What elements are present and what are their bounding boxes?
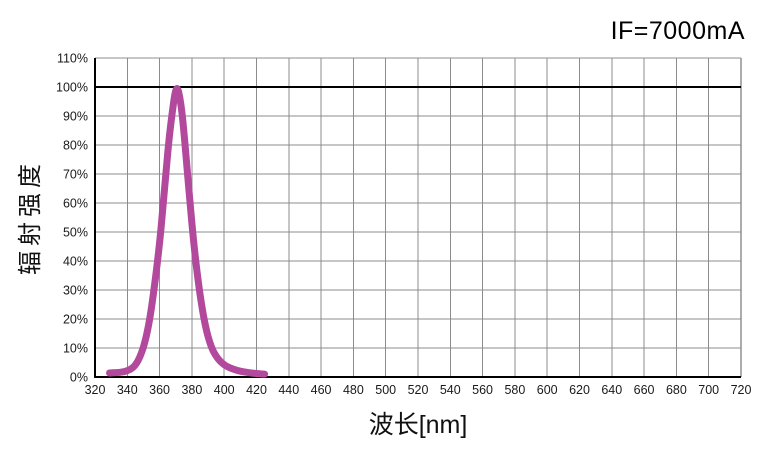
x-tick-label: 680 xyxy=(666,383,687,397)
y-tick-label: 60% xyxy=(63,197,88,211)
x-tick-label: 640 xyxy=(601,383,622,397)
y-tick-label: 0% xyxy=(70,371,88,385)
test-condition-annotation: IF=7000mA xyxy=(610,17,745,45)
x-tick-label: 620 xyxy=(569,383,590,397)
y-tick-label: 100% xyxy=(56,81,88,95)
y-tick-label: 50% xyxy=(63,226,88,240)
x-tick-label: 520 xyxy=(408,383,429,397)
y-tick-label: 110% xyxy=(57,52,88,66)
x-tick-label: 580 xyxy=(504,383,525,397)
y-tick-label: 10% xyxy=(63,342,88,356)
spectrum-curve xyxy=(106,84,269,378)
x-tick-label: 480 xyxy=(343,383,364,397)
y-tick-label: 20% xyxy=(63,313,88,327)
x-tick-label: 540 xyxy=(440,383,461,397)
x-tick-label: 380 xyxy=(181,383,202,397)
x-tick-label: 700 xyxy=(698,383,719,397)
x-tick-label: 340 xyxy=(117,383,138,397)
x-tick-label: 500 xyxy=(375,383,396,397)
y-axis-title: 辐射强度 xyxy=(17,159,44,275)
x-tick-label: 720 xyxy=(731,383,752,397)
x-tick-label: 320 xyxy=(85,383,106,397)
x-tick-label: 600 xyxy=(537,383,558,397)
x-tick-label: 440 xyxy=(278,383,299,397)
x-tick-label: 460 xyxy=(311,383,332,397)
x-tick-label: 660 xyxy=(634,383,655,397)
y-tick-label: 30% xyxy=(63,284,88,298)
x-tick-label: 400 xyxy=(214,383,235,397)
y-tick-label: 70% xyxy=(63,168,88,182)
x-tick-label: 360 xyxy=(149,383,170,397)
y-tick-label: 40% xyxy=(63,255,88,269)
x-tick-label: 420 xyxy=(246,383,267,397)
x-axis-title: 波长[nm] xyxy=(368,411,468,439)
x-tick-label: 560 xyxy=(472,383,493,397)
y-tick-label: 80% xyxy=(63,139,88,153)
y-tick-label: 90% xyxy=(63,110,88,124)
